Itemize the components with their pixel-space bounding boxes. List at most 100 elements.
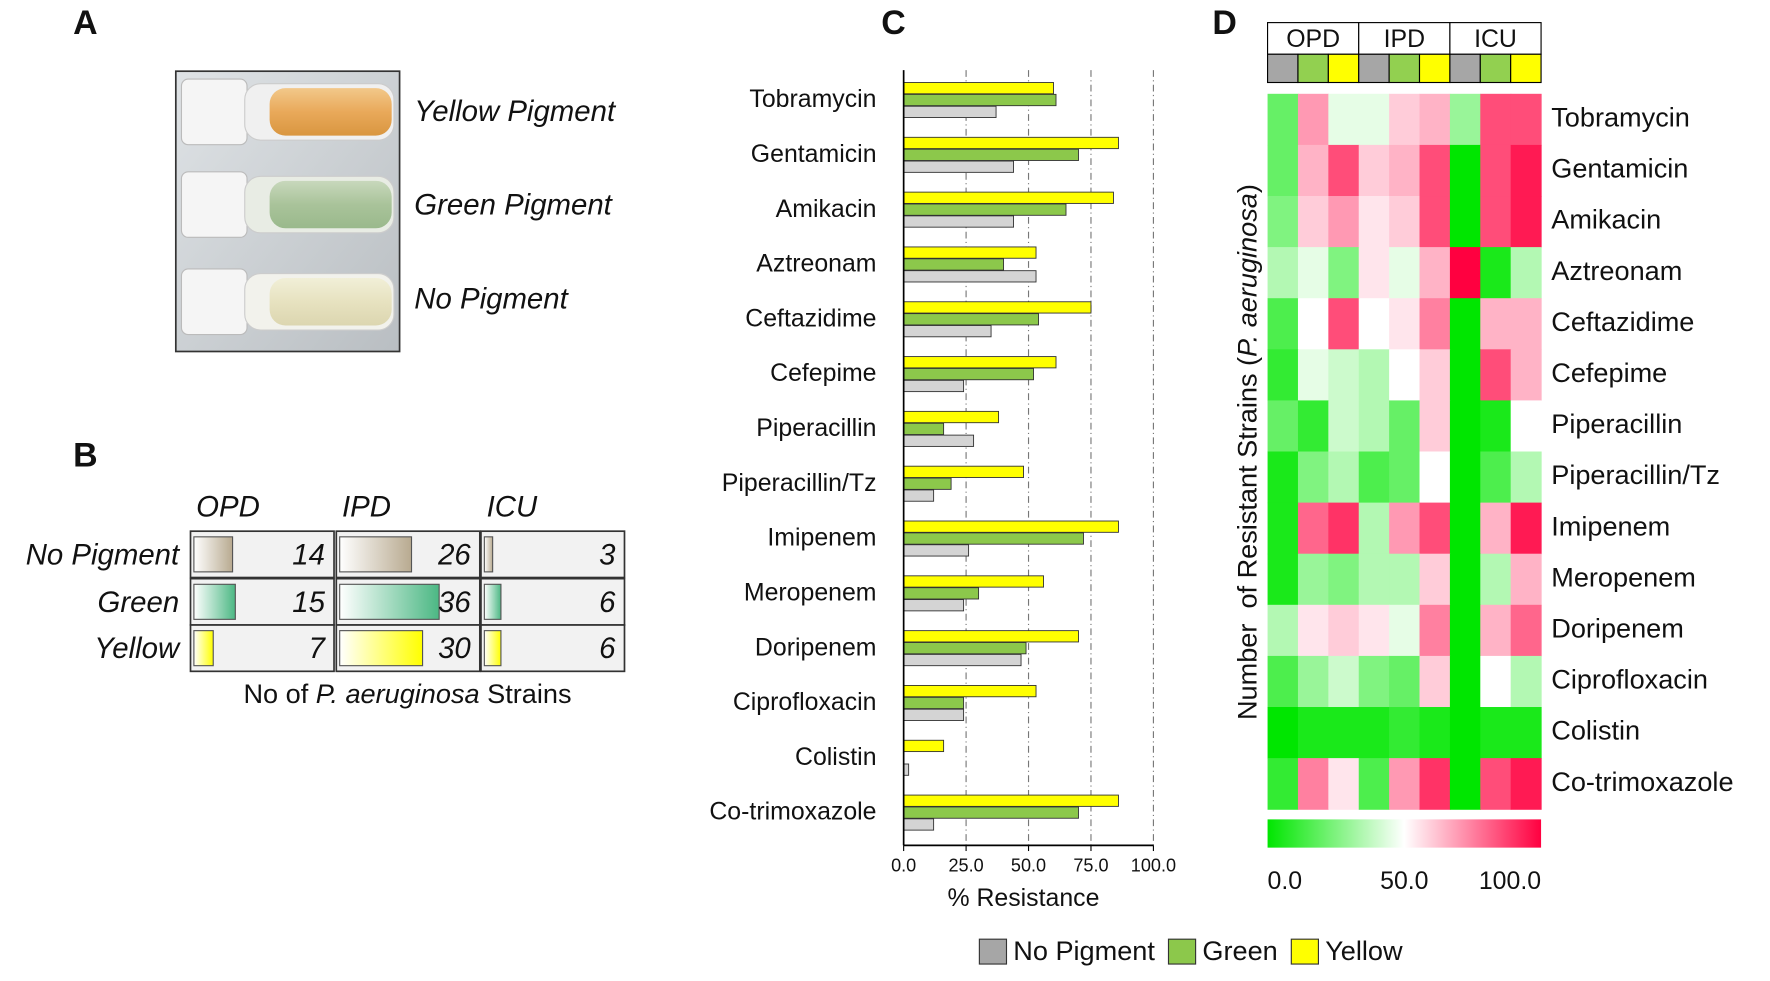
heat-cell [1358,758,1390,810]
bar [483,630,502,667]
heat-cell [1449,707,1481,759]
heat-cell [1297,655,1329,708]
bar [903,191,1114,204]
bar [903,465,1024,478]
row-label: Yellow [94,632,181,665]
heat-cell [1510,655,1542,708]
y-tick-label: Amikacin [776,195,877,223]
photo [174,70,401,353]
heat-cell [1267,655,1299,708]
bar [483,583,502,620]
photo-label: Green Pigment [414,189,613,222]
bar [339,536,413,573]
row-label: Green [98,586,180,619]
bar [193,536,234,573]
heat-cell [1419,144,1451,197]
heat-cell [1389,604,1421,657]
heat-cell [1297,247,1329,299]
y-tick-label: Piperacillin [756,414,876,442]
y-tick-label: Tobramycin [749,85,876,113]
heat-cell [1267,144,1299,197]
heat-cell [1419,604,1451,657]
y-tick-label: Ciprofloxacin [733,688,877,716]
subgroup-swatch [1510,53,1542,84]
heat-cell [1328,604,1360,657]
subgroup-swatch [1418,53,1451,84]
heat-cell [1510,451,1542,504]
heat-cell [1297,502,1329,555]
cell [480,624,626,673]
heat-cell [1267,758,1299,810]
bar [903,544,970,557]
heat-cell [1358,655,1390,708]
heat-cell [1389,553,1421,606]
y-axis-label-part: Number of Resistant Strains ( [1232,357,1263,720]
heat-cell [1389,707,1421,759]
heat-cell [1267,502,1299,555]
heat-cell [1510,93,1542,146]
heat-cell [1449,502,1481,555]
panel-label: A [73,4,97,42]
y-tick-label: Imipenem [767,524,876,552]
y-axis-label: Number of Resistant Strains (P. aerugino… [1232,184,1263,720]
heat-cell [1328,655,1360,708]
heat-cell [1449,247,1481,299]
group-header [1449,22,1542,55]
legend-swatch [978,938,1008,965]
heat-cell [1480,144,1512,197]
heat-cell [1510,604,1542,657]
value-label: 3 [599,538,616,571]
row-label: No Pigment [26,538,181,571]
heat-cell [1480,93,1512,146]
bar [903,630,1079,643]
y-tick-label: Aztreonam [756,250,876,278]
bar [193,583,236,620]
heat-cell [1510,502,1542,555]
bar [903,642,1027,655]
heat-cell [1389,655,1421,708]
y-tick-label: Aztreonam [1551,255,1682,286]
y-tick-label: Co-trimoxazole [709,798,876,826]
column-header: ICU [487,490,538,523]
heat-cell [1267,451,1299,504]
subgroup-swatch [1358,53,1390,84]
cell [480,530,626,579]
subgroup-swatch [1297,53,1329,84]
y-tick-label: Gentamicin [751,140,877,168]
colorbar-tick-label: 100.0 [1479,867,1541,895]
y-tick-label: Colistin [1551,715,1640,746]
heat-cell [1449,655,1481,708]
heat-cell [1328,502,1360,555]
heat-cell [1297,604,1329,657]
bar [903,160,1014,173]
heat-cell [1267,349,1299,401]
subgroup-swatch [1327,53,1360,84]
subgroup-swatch [1267,53,1299,84]
bar [903,325,992,338]
heat-cell [1419,707,1451,759]
subgroup-swatch [1479,53,1512,84]
bar [903,246,1037,259]
y-tick-label: Cefepime [1551,357,1667,388]
panel-label: B [73,437,97,475]
heat-cell [1389,144,1421,197]
heat-cell [1510,298,1542,350]
value-label: 14 [292,538,325,571]
heat-cell [1328,451,1360,504]
group-header [1267,22,1360,55]
bar [903,587,980,600]
heat-cell [1480,247,1512,299]
legend-swatch [1167,938,1197,965]
x-axis-label: % Resistance [947,884,1099,912]
bar [903,532,1084,545]
heat-cell [1267,196,1299,248]
heat-cell [1480,349,1512,401]
heat-cell [1510,196,1542,248]
heat-cell [1389,451,1421,504]
panel-label: D [1212,4,1236,42]
x-axis-label: No of P. aeruginosa Strains [243,678,571,709]
heat-cell [1297,349,1329,401]
bar [903,105,997,118]
cell [480,577,626,626]
y-tick-label: Piperacillin/Tz [1551,459,1720,490]
